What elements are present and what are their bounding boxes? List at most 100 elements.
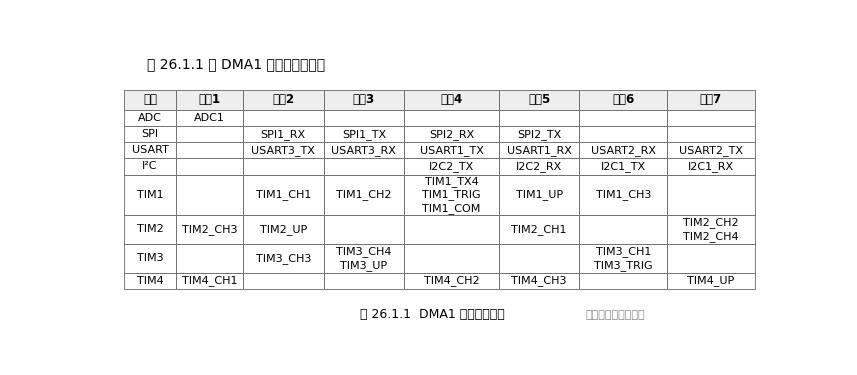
Bar xyxy=(243,142,324,158)
Text: 通道2: 通道2 xyxy=(273,93,294,106)
Bar xyxy=(243,244,324,273)
Bar xyxy=(243,110,324,126)
Text: 公众号・硬件攻城狮: 公众号・硬件攻城狮 xyxy=(585,310,645,320)
Bar xyxy=(667,174,755,215)
Bar xyxy=(405,126,499,142)
Bar xyxy=(243,126,324,142)
Bar xyxy=(243,158,324,174)
Bar xyxy=(177,215,243,244)
Bar xyxy=(243,174,324,215)
Text: USART2_TX: USART2_TX xyxy=(679,145,743,156)
Bar xyxy=(177,90,243,110)
Text: USART1_RX: USART1_RX xyxy=(506,145,572,156)
Bar xyxy=(499,126,579,142)
Text: TIM3_CH1
TIM3_TRIG: TIM3_CH1 TIM3_TRIG xyxy=(594,246,652,271)
Text: TIM4_CH1: TIM4_CH1 xyxy=(182,276,237,286)
Text: ADC: ADC xyxy=(138,113,162,123)
Bar xyxy=(667,126,755,142)
Text: 通道4: 通道4 xyxy=(440,93,463,106)
Text: TIM4_CH3: TIM4_CH3 xyxy=(512,276,566,286)
Text: TIM4: TIM4 xyxy=(136,276,164,286)
Bar xyxy=(405,244,499,273)
Bar xyxy=(667,110,755,126)
Text: 表 26.1.1 是 DMA1 各通道一览表：: 表 26.1.1 是 DMA1 各通道一览表： xyxy=(147,57,325,71)
Text: TIM1: TIM1 xyxy=(137,190,164,200)
Text: SPI: SPI xyxy=(141,129,159,139)
Bar xyxy=(579,158,667,174)
Bar xyxy=(579,110,667,126)
Bar xyxy=(324,90,405,110)
Text: I²C: I²C xyxy=(142,162,158,171)
Bar xyxy=(667,158,755,174)
Bar xyxy=(123,244,177,273)
Bar xyxy=(177,174,243,215)
Bar xyxy=(667,244,755,273)
Text: SPI2_TX: SPI2_TX xyxy=(517,129,561,140)
Bar xyxy=(499,90,579,110)
Bar xyxy=(579,126,667,142)
Text: TIM4_UP: TIM4_UP xyxy=(687,276,734,286)
Bar xyxy=(499,158,579,174)
Text: TIM1_UP: TIM1_UP xyxy=(516,189,563,200)
Bar xyxy=(123,158,177,174)
Text: SPI2_RX: SPI2_RX xyxy=(428,129,474,140)
Bar xyxy=(579,244,667,273)
Text: SPI1_TX: SPI1_TX xyxy=(342,129,386,140)
Text: TIM3_CH3: TIM3_CH3 xyxy=(255,253,311,264)
Bar xyxy=(579,273,667,289)
Text: TIM1_TX4
TIM1_TRIG
TIM1_COM: TIM1_TX4 TIM1_TRIG TIM1_COM xyxy=(423,176,481,214)
Bar xyxy=(499,174,579,215)
Bar xyxy=(579,215,667,244)
Text: USART3_TX: USART3_TX xyxy=(251,145,315,156)
Bar xyxy=(499,244,579,273)
Text: TIM2_CH1: TIM2_CH1 xyxy=(512,224,566,235)
Text: TIM2_CH2
TIM2_CH4: TIM2_CH2 TIM2_CH4 xyxy=(683,217,739,242)
Bar xyxy=(579,90,667,110)
Text: 通道1: 通道1 xyxy=(199,93,220,106)
Text: TIM2_CH3: TIM2_CH3 xyxy=(182,224,237,235)
Text: 通道6: 通道6 xyxy=(612,93,634,106)
Text: USART: USART xyxy=(132,145,169,155)
Text: USART3_RX: USART3_RX xyxy=(332,145,396,156)
Text: I2C2_TX: I2C2_TX xyxy=(428,161,474,172)
Bar xyxy=(123,90,177,110)
Text: TIM1_CH1: TIM1_CH1 xyxy=(255,189,311,200)
Text: TIM4_CH2: TIM4_CH2 xyxy=(423,276,479,286)
Text: 通道5: 通道5 xyxy=(528,93,550,106)
Bar xyxy=(499,142,579,158)
Bar xyxy=(123,126,177,142)
Text: SPI1_RX: SPI1_RX xyxy=(261,129,306,140)
Bar xyxy=(324,126,405,142)
Bar xyxy=(324,273,405,289)
Bar xyxy=(123,110,177,126)
Text: TIM1_CH3: TIM1_CH3 xyxy=(596,189,651,200)
Bar xyxy=(123,174,177,215)
Bar xyxy=(243,273,324,289)
Bar xyxy=(667,215,755,244)
Text: 表 26.1.1  DMA1 个通道一览表: 表 26.1.1 DMA1 个通道一览表 xyxy=(360,309,504,321)
Bar xyxy=(499,110,579,126)
Bar xyxy=(667,273,755,289)
Bar xyxy=(177,244,243,273)
Bar xyxy=(123,273,177,289)
Text: USART1_TX: USART1_TX xyxy=(420,145,483,156)
Bar xyxy=(405,215,499,244)
Text: ADC1: ADC1 xyxy=(195,113,225,123)
Bar xyxy=(123,142,177,158)
Bar xyxy=(243,215,324,244)
Bar xyxy=(177,126,243,142)
Bar xyxy=(405,174,499,215)
Text: USART2_RX: USART2_RX xyxy=(590,145,656,156)
Bar xyxy=(405,142,499,158)
Text: I2C1_TX: I2C1_TX xyxy=(601,161,646,172)
Text: TIM2_UP: TIM2_UP xyxy=(260,224,307,235)
Bar xyxy=(324,215,405,244)
Bar xyxy=(177,110,243,126)
Text: 通道7: 通道7 xyxy=(700,93,722,106)
Bar xyxy=(177,142,243,158)
Bar xyxy=(667,90,755,110)
Bar xyxy=(499,215,579,244)
Text: TIM3: TIM3 xyxy=(137,254,164,263)
Text: I2C2_RX: I2C2_RX xyxy=(516,161,562,172)
Bar xyxy=(324,110,405,126)
